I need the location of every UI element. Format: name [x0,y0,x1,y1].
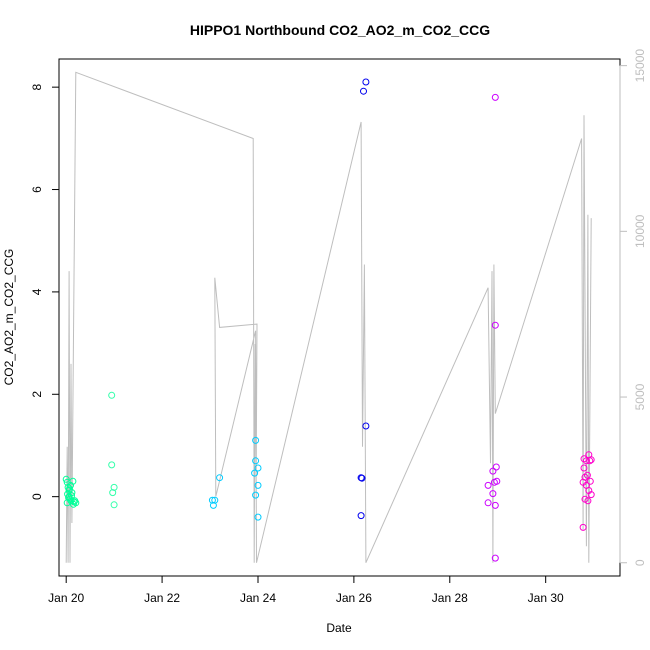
y2-tick-label: 10000 [633,214,647,248]
data-point [252,491,260,499]
data-point [254,464,262,472]
y-tick-label: 8 [30,83,44,90]
data-point [63,499,71,507]
data-point [71,497,79,505]
data-point [587,456,595,464]
data-point [251,469,259,477]
data-point [586,457,594,465]
data-point [108,461,116,469]
y-axis-label: CO2_AO2_m_CO2_CCG [2,249,16,386]
data-point [254,481,262,489]
x-tick-label: Jan 28 [432,591,468,605]
x-axis: Jan 20 Jan 22 Jan 24 Jan 26 Jan 28 Jan 30 [48,575,564,605]
data-point [489,490,497,498]
data-point [579,523,587,531]
y2-tick-label: 5000 [633,383,647,410]
data-point [254,513,262,521]
chart-title: HIPPO1 Northbound CO2_AO2_m_CO2_CCG [190,22,490,38]
data-point [484,499,492,507]
x-tick-label: Jan 22 [144,591,180,605]
y2-axis: 0 5000 10000 15000 [619,49,647,566]
y2-tick-label: 0 [633,559,647,566]
data-point [252,436,260,444]
data-point [358,474,366,482]
x-axis-label: Date [326,621,352,635]
data-point [362,78,370,86]
x-tick-label: Jan 26 [336,591,372,605]
y-tick-label: 4 [30,288,44,295]
data-point [362,422,370,430]
data-point [110,483,118,491]
data-point [109,489,117,497]
x-tick-label: Jan 20 [48,591,84,605]
data-point [490,478,498,486]
y-tick-label: 2 [30,391,44,398]
data-point [586,477,594,485]
data-point [491,501,499,509]
x-tick-label: Jan 30 [528,591,564,605]
data-points-layer [62,78,595,562]
data-point [492,463,500,471]
data-point [208,496,216,504]
data-point [489,467,497,475]
y-tick-label: 0 [30,493,44,500]
y-axis: 0 2 4 6 8 [30,83,60,500]
data-point [491,321,499,329]
data-point [209,501,217,509]
data-point [484,481,492,489]
data-point [68,489,76,497]
data-point [211,496,219,504]
data-point [216,474,224,482]
y2-tick-label: 15000 [633,49,647,83]
data-point [110,501,118,509]
data-point [62,475,70,483]
data-point [584,497,592,505]
x-tick-label: Jan 24 [240,591,276,605]
data-point [69,500,77,508]
data-point [67,481,74,489]
y-tick-label: 6 [30,186,44,193]
data-point [582,457,590,465]
data-point [66,485,73,493]
data-point [587,491,595,499]
data-point [580,464,588,472]
data-point [68,492,75,500]
data-point [252,457,260,465]
data-point [108,391,116,399]
data-point [491,554,499,562]
data-point [357,512,365,520]
data-point [491,93,499,101]
data-point [360,87,367,95]
